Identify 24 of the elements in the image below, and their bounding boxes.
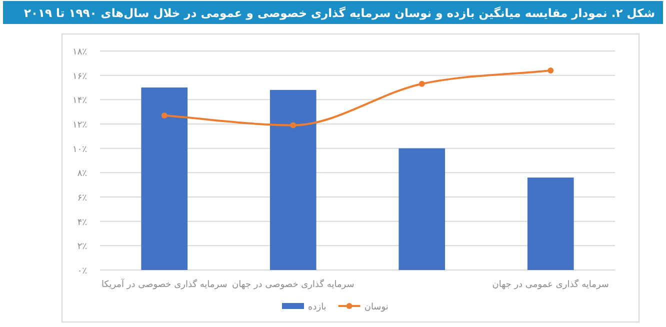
- x-tick-label: سرمایه گذاری خصوصی در جهان: [232, 278, 354, 290]
- x-tick-label: سرمایه گذاری عمومی در جهان: [492, 278, 609, 290]
- bar: [141, 88, 188, 270]
- chart-title: شکل ۲. نمودار مقایسه میانگین بازده و نوسان سرمایه گذاری خصوصی و عمومی در خلال سال‌های ۱۹۹۰ تا ۲۰۱۹: [24, 6, 655, 20]
- bar: [270, 90, 316, 270]
- point: [418, 80, 425, 87]
- y-tick-label: ۱۰٪: [72, 144, 88, 155]
- y-tick-label: ۱۶٪: [72, 72, 88, 82]
- y-tick-label: ۲٪: [77, 242, 88, 252]
- x-tick-label: سرمایه گذاری خصوصی در آمریکا: [101, 278, 228, 290]
- legend-label: نوسان: [364, 302, 388, 312]
- point: [290, 122, 296, 128]
- point: [548, 67, 554, 74]
- y-tick-label: ۶٪: [77, 194, 88, 204]
- y-tick-label: ۸٪: [77, 169, 88, 180]
- bar: [527, 178, 574, 270]
- bar: [398, 148, 446, 270]
- point: [161, 112, 168, 118]
- y-tick-label: ۰٪: [77, 266, 88, 276]
- y-tick-label: ۱۲٪: [72, 120, 88, 130]
- y-tick-label: ۱۴٪: [72, 96, 88, 106]
- y-tick-label: ۴٪: [77, 218, 88, 228]
- y-tick-label: ۱۸٪: [72, 48, 88, 58]
- legend-label: بازده: [308, 302, 326, 312]
